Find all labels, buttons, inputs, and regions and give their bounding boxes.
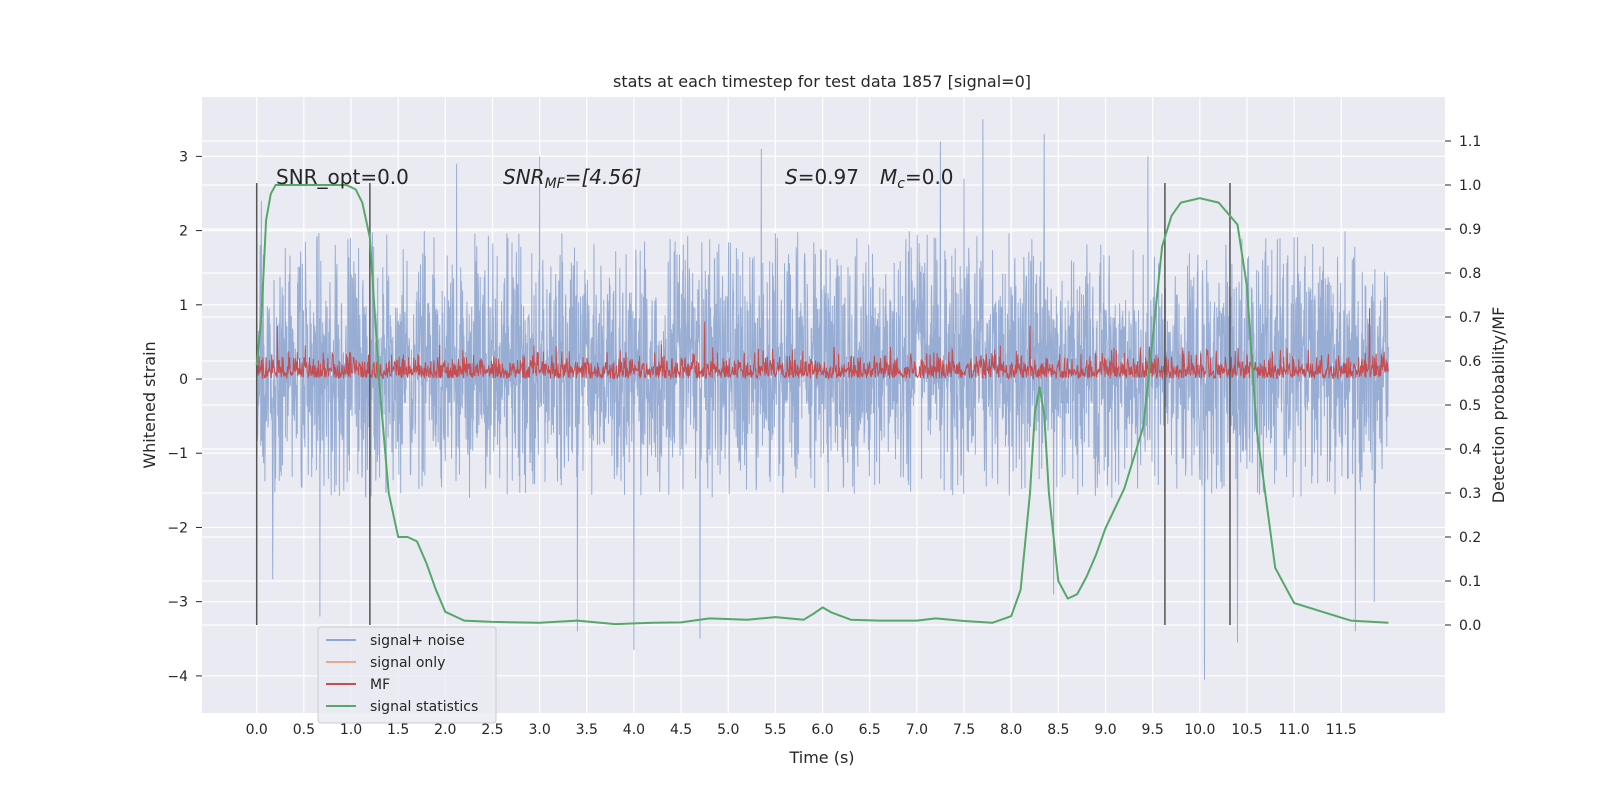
- x-tick-label: 5.5: [764, 722, 786, 738]
- x-tick-label: 4.0: [623, 722, 645, 738]
- annotation-s-base: S: [785, 165, 798, 189]
- annotations: SNR_opt=0.0 SNRMF=[4.56] S=0.97 Mc=0.0: [276, 165, 954, 192]
- y-tick-label: −1: [167, 446, 188, 462]
- annotation-snr-opt: SNR_opt=0.0: [276, 165, 409, 189]
- x-tick-label: 10.0: [1184, 722, 1215, 738]
- legend: signal+ noise signal only MF signal stat…: [317, 626, 497, 724]
- annotation-s: S=0.97: [785, 165, 859, 189]
- x-tick-label: 11.0: [1279, 722, 1310, 738]
- y-axis-label: Whitened strain: [140, 341, 159, 468]
- x-tick-label: 0.5: [293, 722, 315, 738]
- x-tick-label: 1.5: [387, 722, 409, 738]
- y-right-tick-label: 1.0: [1459, 178, 1481, 194]
- x-tick-label: 9.0: [1094, 722, 1116, 738]
- y-right-tick-label: 0.4: [1459, 442, 1481, 458]
- y-tick-label: 3: [179, 149, 188, 165]
- annotation-mc-sub: c: [897, 176, 905, 192]
- y-right-tick-label: 0.9: [1459, 222, 1481, 238]
- y-tick-label: 1: [179, 298, 188, 314]
- x-tick-label: 2.0: [434, 722, 456, 738]
- annotation-snr-mf-base: SNR: [503, 165, 545, 189]
- y-right-tick-label: 0.7: [1459, 310, 1481, 326]
- x-tick-label: 4.5: [670, 722, 692, 738]
- legend-item-signal-statistics: signal statistics: [326, 699, 478, 715]
- y-right-tick-label: 0.3: [1459, 486, 1481, 502]
- x-tick-label: 1.0: [340, 722, 362, 738]
- x-tick-label: 7.0: [906, 722, 928, 738]
- x-axis-label: Time (s): [788, 748, 854, 767]
- x-tick-label: 7.5: [953, 722, 975, 738]
- annotation-snr-mf-sub: MF: [545, 176, 566, 192]
- series-signal-statistics-line: [255, 184, 1389, 626]
- annotation-mc-value: =0.0: [905, 165, 954, 189]
- series-signal-noise-line: [256, 119, 1389, 680]
- series-layer: [255, 119, 1389, 680]
- chart-title: stats at each timestep for test data 185…: [613, 72, 1031, 91]
- y-tick-label: 2: [179, 224, 188, 240]
- axes-layer: 0.0 0.5 1.0 1.5 2.0 2.5 3.0 3.5 4.0 4.5 5.0 5.5 6.0 6…: [167, 134, 1481, 738]
- y-right-tick-label: 1.1: [1459, 134, 1481, 150]
- y-right-tick-label: 0.6: [1459, 354, 1481, 370]
- x-tick-label: 3.0: [528, 722, 550, 738]
- legend-label-signal-only: signal only: [370, 655, 445, 671]
- series-clip-group: [255, 119, 1389, 680]
- series-mf-line: [256, 308, 1389, 381]
- x-tick-label: 5.0: [717, 722, 739, 738]
- legend-label-signal-noise: signal+ noise: [370, 633, 465, 649]
- annotation-mc-base: M: [880, 165, 897, 189]
- legend-item-mf: MF: [326, 677, 390, 693]
- x-tick-label: 8.5: [1047, 722, 1069, 738]
- y-tick-label: −3: [167, 595, 188, 611]
- legend-box: [317, 626, 497, 724]
- y-tick-label: 0: [179, 372, 188, 388]
- legend-item-signal-noise: signal+ noise: [326, 633, 465, 649]
- x-tick-label: 8.0: [1000, 722, 1022, 738]
- annotation-snr-mf: SNRMF=[4.56]: [503, 165, 642, 192]
- legend-label-mf: MF: [370, 677, 390, 693]
- x-tick-label: 9.5: [1142, 722, 1164, 738]
- x-tick-label: 3.5: [576, 722, 598, 738]
- x-tick-label: 11.5: [1326, 722, 1357, 738]
- y-tick-label: −4: [167, 669, 188, 685]
- y-right-tick-label: 0.0: [1459, 618, 1481, 634]
- y-right-tick-label: 0.2: [1459, 530, 1481, 546]
- legend-item-signal-only: signal only: [326, 655, 445, 671]
- x-tick-label: 6.0: [811, 722, 833, 738]
- y-axis-right-label: Detection probability/MF: [1489, 307, 1508, 504]
- x-tick-label: 2.5: [481, 722, 503, 738]
- x-tick-label: 6.5: [859, 722, 881, 738]
- x-tick-label: 0.0: [246, 722, 268, 738]
- y-tick-label: −2: [167, 520, 188, 536]
- x-tick-label: 10.5: [1231, 722, 1262, 738]
- y-right-tick-label: 0.8: [1459, 266, 1481, 282]
- annotation-mc: Mc=0.0: [880, 165, 954, 192]
- annotation-s-value: =0.97: [798, 165, 859, 189]
- annotation-snr-mf-value: =[4.56]: [565, 165, 642, 189]
- y-right-tick-label: 0.5: [1459, 398, 1481, 414]
- legend-label-signal-statistics: signal statistics: [370, 699, 478, 715]
- y-right-tick-label: 0.1: [1459, 574, 1481, 590]
